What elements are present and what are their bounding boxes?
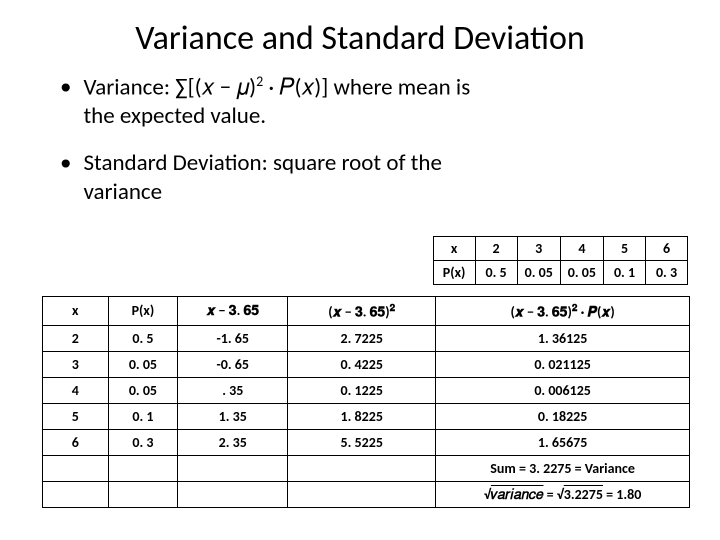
cell-x: 6 — [43, 429, 109, 455]
bullet-dot: • — [60, 149, 71, 207]
col-px-header: P(x) — [108, 297, 178, 326]
variance-formula-part2: · 𝑃(𝑥)] where mean is — [263, 74, 470, 102]
cell-px: 0. 3 — [108, 429, 178, 455]
dist-px-val: 0. 5 — [475, 261, 517, 285]
cell-diffsq: 1. 8225 — [288, 403, 436, 429]
cell-diffsq: 2. 7225 — [288, 325, 436, 351]
dist-px-val: 0. 1 — [604, 261, 646, 285]
cell-px: 0. 1 — [108, 403, 178, 429]
empty-cell — [178, 455, 288, 481]
calculation-table: x P(x) 𝒙 − 𝟑. 𝟔𝟓 (𝒙 − 𝟑. 𝟔𝟓)𝟐 (𝒙 − 𝟑. 𝟔𝟓… — [42, 296, 690, 508]
empty-cell — [108, 455, 178, 481]
variance-line2: the expected value. — [83, 102, 266, 130]
dist-x-label: x — [433, 237, 475, 261]
page-title: Variance and Standard Deviation — [30, 18, 690, 59]
dist-x-val: 4 — [560, 237, 603, 261]
sum-row: Sum = 3. 2275 = Variance — [43, 455, 690, 481]
cell-diff: -0. 65 — [178, 351, 288, 377]
dist-x-val: 3 — [517, 237, 560, 261]
table-header-row: x P(x) 𝒙 − 𝟑. 𝟔𝟓 (𝒙 − 𝟑. 𝟔𝟓)𝟐 (𝒙 − 𝟑. 𝟔𝟓… — [43, 297, 690, 326]
col-diff-header: 𝒙 − 𝟑. 𝟔𝟓 — [178, 297, 288, 326]
empty-cell — [178, 481, 288, 507]
cell-px: 0. 05 — [108, 377, 178, 403]
table-row: 3 0. 05 -0. 65 0. 4225 0. 021125 — [43, 351, 690, 377]
dist-px-label: P(x) — [433, 261, 475, 285]
table-row: 2 0. 5 -1. 65 2. 7225 1. 36125 — [43, 325, 690, 351]
dist-x-val: 2 — [475, 237, 517, 261]
table-row: x 2 3 4 5 6 — [433, 237, 687, 261]
variance-label: Variance: — [83, 74, 175, 102]
cell-px: 0. 5 — [108, 325, 178, 351]
cell-product: 1. 65675 — [436, 429, 690, 455]
cell-diff: 1. 35 — [178, 403, 288, 429]
dist-px-val: 0. 05 — [560, 261, 603, 285]
cell-px: 0. 05 — [108, 351, 178, 377]
cell-x: 4 — [43, 377, 109, 403]
col-product-header: (𝒙 − 𝟑. 𝟔𝟓)𝟐 · 𝑷(𝒙) — [436, 297, 690, 326]
empty-cell — [43, 455, 109, 481]
empty-cell — [108, 481, 178, 507]
empty-cell — [288, 455, 436, 481]
cell-diff: 2. 35 — [178, 429, 288, 455]
table-row: 5 0. 1 1. 35 1. 8225 0. 18225 — [43, 403, 690, 429]
cell-diffsq: 0. 4225 — [288, 351, 436, 377]
cell-product: 0. 021125 — [436, 351, 690, 377]
table-row: P(x) 0. 5 0. 05 0. 05 0. 1 0. 3 — [433, 261, 687, 285]
bullet-list: • Variance: ∑[(𝑥 − 𝜇)2 · 𝑃(𝑥)] where mea… — [30, 73, 690, 207]
cell-product: 0. 18225 — [436, 403, 690, 429]
dist-px-val: 0. 3 — [646, 261, 688, 285]
col-x-header: x — [43, 297, 109, 326]
bullet-stddev: • Standard Deviation: square root of the… — [60, 149, 690, 207]
bullet-variance: • Variance: ∑[(𝑥 − 𝜇)2 · 𝑃(𝑥)] where mea… — [60, 73, 690, 131]
table-row: 4 0. 05 . 35 0. 1225 0. 006125 — [43, 377, 690, 403]
cell-diff: . 35 — [178, 377, 288, 403]
cell-product: 0. 006125 — [436, 377, 690, 403]
cell-diffsq: 5. 5225 — [288, 429, 436, 455]
stddev-line1: Standard Deviation: square root of the — [83, 149, 441, 177]
cell-x: 3 — [43, 351, 109, 377]
dist-x-val: 6 — [646, 237, 688, 261]
bullet-dot: • — [60, 73, 71, 131]
table-row: 6 0. 3 2. 35 5. 5225 1. 65675 — [43, 429, 690, 455]
empty-cell — [288, 481, 436, 507]
stddev-line2: variance — [83, 178, 162, 206]
dist-px-val: 0. 05 — [517, 261, 560, 285]
col-diffsq-header: (𝒙 − 𝟑. 𝟔𝟓)𝟐 — [288, 297, 436, 326]
cell-diffsq: 0. 1225 — [288, 377, 436, 403]
final-result: √𝑣𝑎𝑟𝑖𝑎𝑛𝑐𝑒 = √3.2275 = 1.80 — [436, 481, 690, 507]
cell-product: 1. 36125 — [436, 325, 690, 351]
distribution-table: x 2 3 4 5 6 P(x) 0. 5 0. 05 0. 05 0. 1 0… — [433, 236, 688, 285]
cell-x: 5 — [43, 403, 109, 429]
dist-x-val: 5 — [604, 237, 646, 261]
cell-diff: -1. 65 — [178, 325, 288, 351]
sum-cell: Sum = 3. 2275 = Variance — [436, 455, 690, 481]
variance-formula-part1: ∑[(𝑥 − 𝜇) — [175, 74, 256, 102]
cell-x: 2 — [43, 325, 109, 351]
empty-cell — [43, 481, 109, 507]
result-row: √𝑣𝑎𝑟𝑖𝑎𝑛𝑐𝑒 = √3.2275 = 1.80 — [43, 481, 690, 507]
